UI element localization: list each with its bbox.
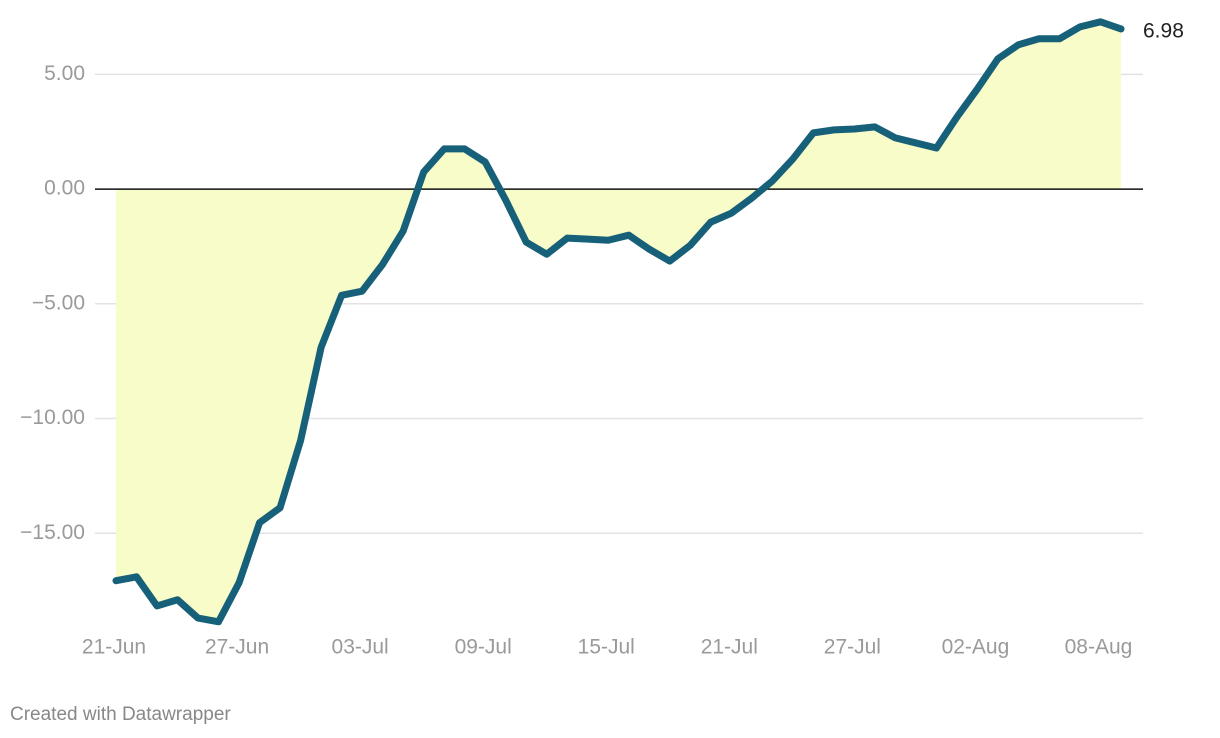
value-label: 6.98 bbox=[1143, 19, 1184, 42]
x-tick-label: 21-Jul bbox=[701, 636, 758, 659]
x-tick-label: 27-Jun bbox=[205, 636, 269, 659]
y-tick-label: −5.00 bbox=[32, 291, 85, 314]
x-tick-label: 27-Jul bbox=[824, 636, 881, 659]
x-tick-label: 08-Aug bbox=[1065, 636, 1133, 659]
y-tick-label: 5.00 bbox=[44, 62, 85, 85]
y-tick-label: 0.00 bbox=[44, 177, 85, 200]
x-tick-label: 02-Aug bbox=[942, 636, 1010, 659]
x-tick-label: 21-Jun bbox=[82, 636, 146, 659]
line bbox=[112, 18, 1125, 626]
x-tick-label: 15-Jul bbox=[578, 636, 635, 659]
footer: Created with Datawrapper bbox=[10, 704, 231, 725]
x-tick-label: 09-Jul bbox=[455, 636, 512, 659]
x-tick-label: 03-Jul bbox=[332, 636, 389, 659]
area bbox=[116, 21, 1121, 622]
y-tick-label: −10.00 bbox=[20, 406, 85, 429]
y-tick-label: −15.00 bbox=[20, 521, 85, 544]
